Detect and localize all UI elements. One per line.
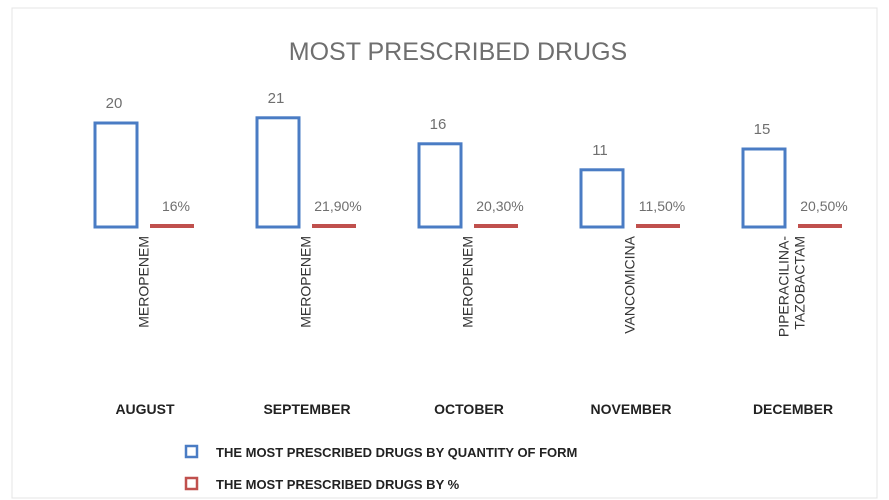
bar-percent-october xyxy=(474,224,518,228)
label-quantity-december: 15 xyxy=(754,121,771,138)
label-percent-november: 11,50% xyxy=(639,198,685,214)
bar-quantity-december xyxy=(741,147,787,229)
bar-quantity-november xyxy=(579,168,625,229)
bar-quantity-september xyxy=(255,116,301,229)
legend-label-percent: THE MOST PRESCRIBED DRUGS BY % xyxy=(216,477,460,492)
label-percent-august: 16% xyxy=(162,198,190,214)
bar-quantity-october xyxy=(417,142,463,229)
drug-label-september-0: MEROPENEM xyxy=(298,236,314,328)
legend-swatch-percent xyxy=(184,476,199,491)
bar-quantity-august xyxy=(93,121,139,229)
bars-layer: 20 16% MEROPENEM AUGUST 21 21,90% MEROPENEM SEP… xyxy=(93,90,848,417)
category-label-october: OCTOBER xyxy=(434,401,504,417)
legend: THE MOST PRESCRIBED DRUGS BY QUANTITY OF… xyxy=(184,444,577,492)
drug-label-november-0: VANCOMICINA xyxy=(622,235,638,333)
bar-percent-november xyxy=(636,224,680,228)
label-percent-september: 21,90% xyxy=(314,198,361,214)
label-percent-december: 20,50% xyxy=(800,198,847,214)
category-label-august: AUGUST xyxy=(115,401,175,417)
category-label-november: NOVEMBER xyxy=(591,401,672,417)
bar-percent-december xyxy=(798,224,842,228)
category-label-september: SEPTEMBER xyxy=(263,401,350,417)
bar-percent-september xyxy=(312,224,356,228)
chart-title: MOST PRESCRIBED DRUGS xyxy=(289,38,627,66)
label-quantity-november: 11 xyxy=(592,142,608,159)
label-quantity-october: 16 xyxy=(430,116,447,133)
label-percent-october: 20,30% xyxy=(476,198,523,214)
category-label-december: DECEMBER xyxy=(753,401,833,417)
drug-label-october-0: MEROPENEM xyxy=(460,236,476,328)
drug-label-december-0: PIPERACILINA- xyxy=(776,236,792,337)
chart-frame xyxy=(11,7,878,499)
drug-label-august-0: MEROPENEM xyxy=(136,236,152,328)
legend-label-quantity: THE MOST PRESCRIBED DRUGS BY QUANTITY OF… xyxy=(216,445,577,460)
drug-label-december-1: TAZOBACTAM xyxy=(792,236,808,330)
legend-swatch-quantity xyxy=(184,444,199,459)
label-quantity-august: 20 xyxy=(106,95,123,112)
bar-percent-august xyxy=(150,224,194,228)
label-quantity-september: 21 xyxy=(268,90,285,107)
